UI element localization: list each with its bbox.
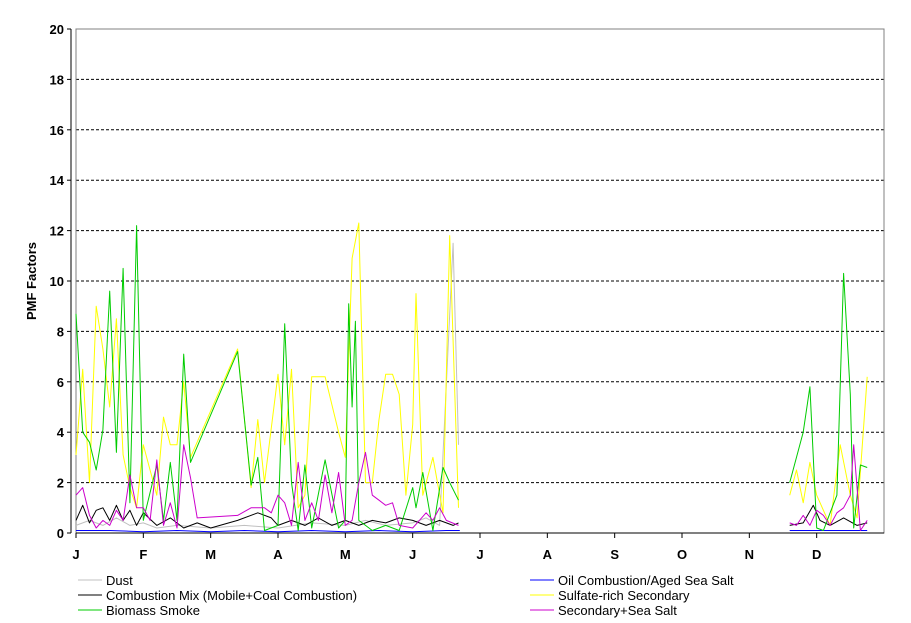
legend-label: Oil Combustion/Aged Sea Salt (558, 573, 734, 588)
y-tick-label: 16 (50, 123, 64, 138)
legend-label: Sulfate-rich Secondary (558, 588, 690, 603)
series-line-1 (76, 530, 460, 533)
x-tick-label: M (340, 547, 351, 562)
series-line-3 (789, 376, 868, 526)
x-tick-label: F (139, 547, 147, 562)
y-tick-label: 2 (57, 476, 64, 491)
x-tick-label: M (205, 547, 216, 562)
series-line-2 (789, 504, 868, 526)
y-tick-label: 10 (50, 274, 64, 289)
series-line-0 (75, 242, 459, 529)
x-tick-label: J (476, 547, 483, 562)
legend-label: Dust (106, 573, 133, 588)
y-tick-label: 20 (50, 22, 64, 37)
y-tick-label: 14 (50, 173, 65, 188)
x-tick-label: A (273, 547, 283, 562)
x-tick-label: D (812, 547, 821, 562)
x-tick-label: J (72, 547, 79, 562)
series-lines (75, 222, 868, 533)
y-tick-label: 12 (50, 224, 64, 239)
series-line-5 (75, 444, 459, 529)
series-line-4 (789, 272, 868, 531)
x-tick-label: N (745, 547, 754, 562)
y-tick-label: 6 (57, 375, 64, 390)
series-line-2 (75, 504, 459, 529)
y-tick-label: 0 (57, 526, 64, 541)
y-axis-label: PMF Factors (24, 242, 39, 320)
x-tick-label: S (610, 547, 619, 562)
y-tick-label: 8 (57, 324, 64, 339)
y-tick-label: 4 (57, 425, 65, 440)
x-tick-label: O (677, 547, 687, 562)
legend-label: Biomass Smoke (106, 603, 200, 618)
y-axis: 0 2 4 6 8 10 12 14 16 18 20 (50, 22, 72, 541)
legend: Dust Oil Combustion/Aged Sea Salt Combusti… (78, 573, 734, 618)
x-tick-label: J (409, 547, 416, 562)
x-tick-label: A (543, 547, 553, 562)
series-line-5 (789, 444, 868, 531)
legend-label: Combustion Mix (Mobile+Coal Combustion) (106, 588, 357, 603)
series-line-4 (75, 225, 459, 531)
y-tick-label: 18 (50, 72, 64, 87)
legend-label: Secondary+Sea Salt (558, 603, 677, 618)
